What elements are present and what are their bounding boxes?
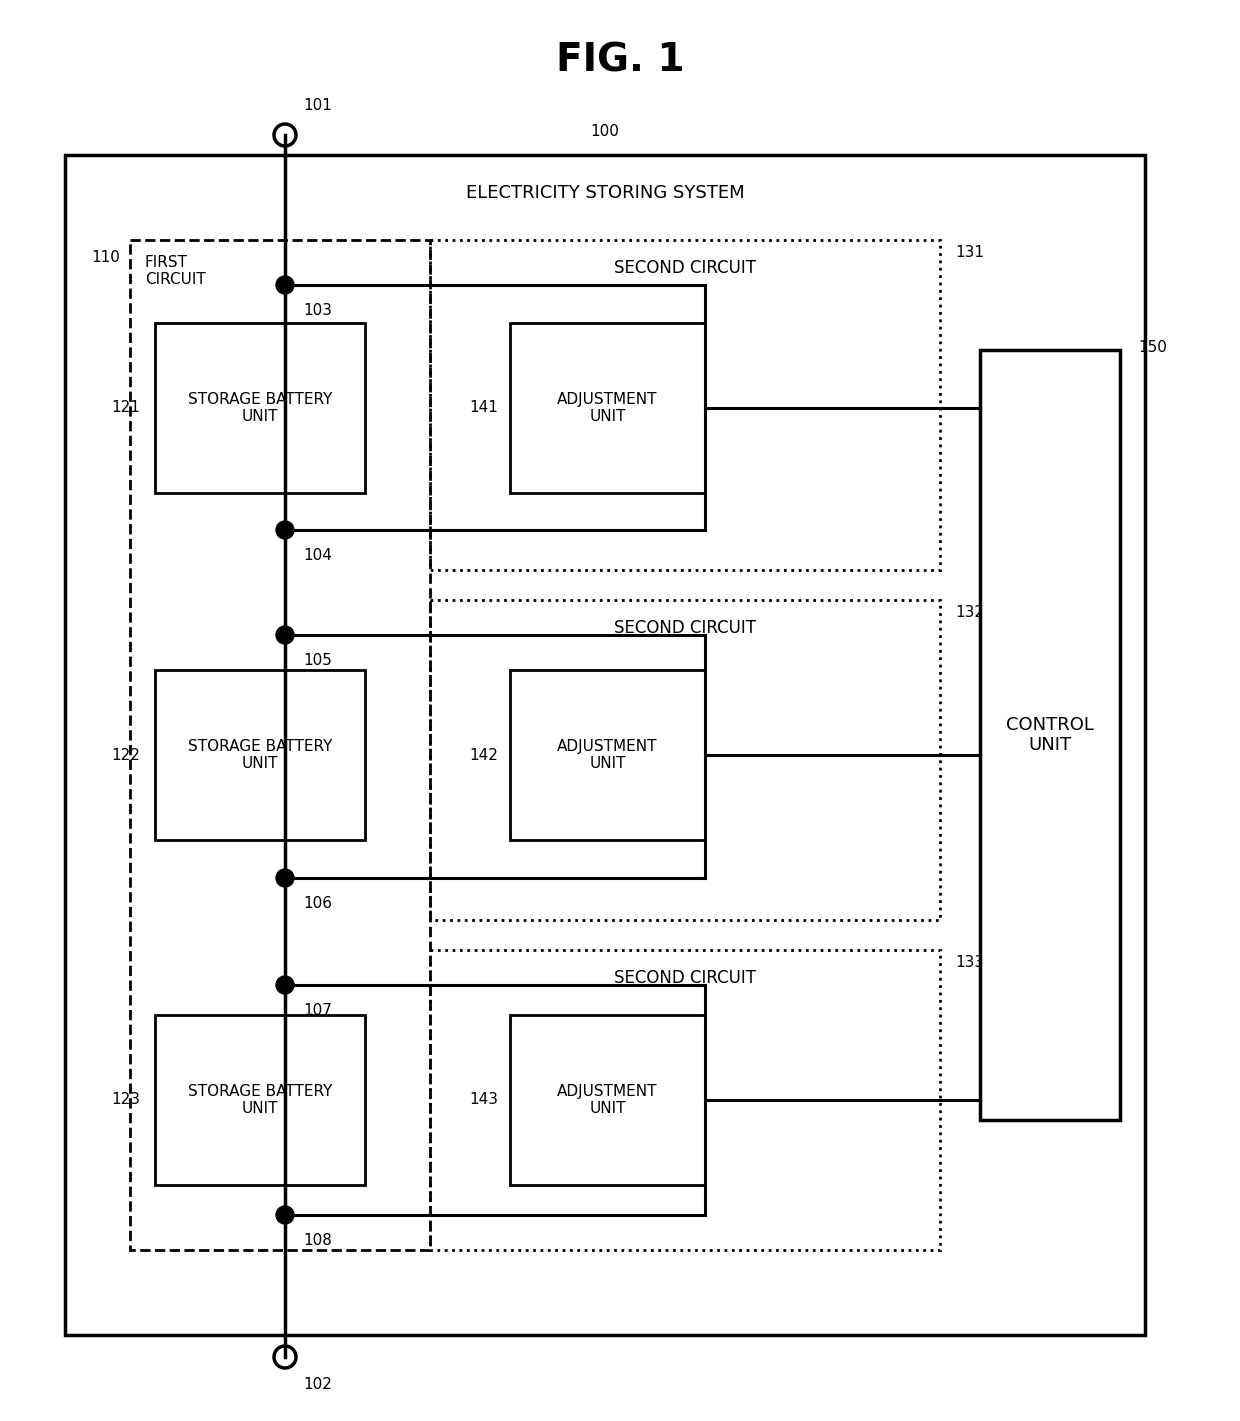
Circle shape bbox=[277, 522, 294, 539]
Text: 133: 133 bbox=[955, 955, 985, 971]
Bar bbox=[510, 323, 706, 493]
Bar bbox=[64, 155, 1145, 1334]
Text: CONTROL
UNIT: CONTROL UNIT bbox=[1006, 716, 1094, 755]
Text: 121: 121 bbox=[112, 401, 140, 415]
Bar bbox=[430, 951, 940, 1250]
Text: 143: 143 bbox=[469, 1093, 498, 1107]
Text: 103: 103 bbox=[303, 303, 332, 318]
Text: 123: 123 bbox=[112, 1093, 140, 1107]
Bar bbox=[130, 240, 430, 1250]
Bar bbox=[510, 669, 706, 840]
Text: FIRST
CIRCUIT: FIRST CIRCUIT bbox=[145, 254, 206, 287]
Text: ADJUSTMENT
UNIT: ADJUSTMENT UNIT bbox=[557, 1084, 657, 1117]
Text: 106: 106 bbox=[303, 897, 332, 911]
Text: 122: 122 bbox=[112, 747, 140, 763]
Text: 108: 108 bbox=[303, 1233, 332, 1248]
Bar bbox=[155, 669, 365, 840]
Bar bbox=[980, 350, 1120, 1120]
Bar bbox=[510, 1015, 706, 1185]
Text: 102: 102 bbox=[303, 1377, 332, 1393]
Text: 150: 150 bbox=[1138, 340, 1167, 355]
Text: 110: 110 bbox=[91, 250, 120, 264]
Text: 105: 105 bbox=[303, 654, 332, 668]
Text: SECOND CIRCUIT: SECOND CIRCUIT bbox=[614, 259, 756, 277]
Text: STORAGE BATTERY
UNIT: STORAGE BATTERY UNIT bbox=[187, 1084, 332, 1117]
Circle shape bbox=[277, 627, 294, 644]
Text: 132: 132 bbox=[955, 605, 985, 620]
Text: 100: 100 bbox=[590, 125, 619, 139]
Text: ADJUSTMENT
UNIT: ADJUSTMENT UNIT bbox=[557, 739, 657, 772]
Bar bbox=[155, 323, 365, 493]
Text: STORAGE BATTERY
UNIT: STORAGE BATTERY UNIT bbox=[187, 392, 332, 425]
Bar bbox=[430, 240, 940, 570]
Circle shape bbox=[277, 976, 294, 995]
Text: SECOND CIRCUIT: SECOND CIRCUIT bbox=[614, 620, 756, 637]
Text: 101: 101 bbox=[303, 98, 332, 114]
Text: 107: 107 bbox=[303, 1003, 332, 1017]
Circle shape bbox=[277, 870, 294, 887]
Text: 142: 142 bbox=[469, 747, 498, 763]
Text: FIG. 1: FIG. 1 bbox=[556, 41, 684, 80]
Text: 141: 141 bbox=[469, 401, 498, 415]
Text: ELECTRICITY STORING SYSTEM: ELECTRICITY STORING SYSTEM bbox=[466, 183, 744, 202]
Text: 131: 131 bbox=[955, 244, 985, 260]
Bar bbox=[155, 1015, 365, 1185]
Text: SECOND CIRCUIT: SECOND CIRCUIT bbox=[614, 969, 756, 988]
Circle shape bbox=[277, 1206, 294, 1223]
Text: 104: 104 bbox=[303, 549, 332, 563]
Text: STORAGE BATTERY
UNIT: STORAGE BATTERY UNIT bbox=[187, 739, 332, 772]
Bar bbox=[430, 600, 940, 919]
Text: ADJUSTMENT
UNIT: ADJUSTMENT UNIT bbox=[557, 392, 657, 425]
Circle shape bbox=[277, 276, 294, 294]
